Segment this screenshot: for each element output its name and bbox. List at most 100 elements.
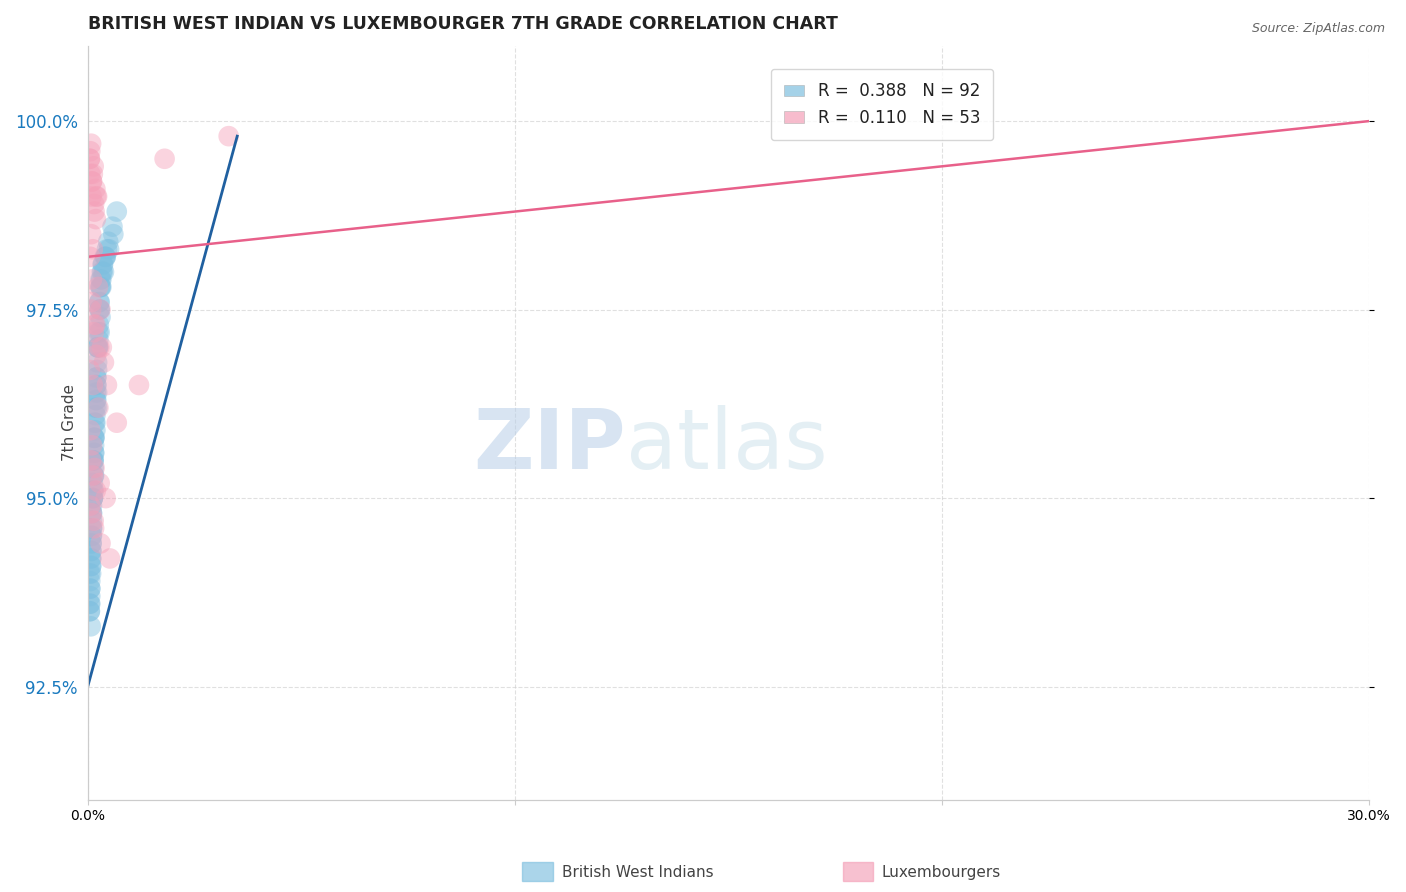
Point [128,378,150,392]
Point [105,416,128,430]
Point [83,468,105,483]
Point [89,476,111,491]
Point [84,378,107,392]
Point [82,468,104,483]
Point [80,453,103,467]
Text: Luxembourgers: Luxembourgers [882,865,1001,880]
Point [80,566,103,581]
Point [83,446,105,460]
Point [79,597,101,611]
Point [84,401,107,415]
Point [93,355,115,369]
Point [80,529,103,543]
Point [80,506,103,520]
Point [80,551,103,566]
Point [79,423,101,437]
Point [93,265,115,279]
Point [83,204,105,219]
Point [91,257,114,271]
Point [79,604,101,618]
Point [80,619,103,633]
Point [86,340,108,354]
Point [94,250,117,264]
Point [89,302,111,317]
Point [91,265,114,279]
Point [83,468,105,483]
Point [80,272,103,286]
Point [79,597,101,611]
Point [79,152,101,166]
Point [89,295,111,310]
Y-axis label: 7th Grade: 7th Grade [62,384,76,461]
Point [90,265,112,279]
Point [84,385,107,400]
Point [94,491,117,505]
Point [103,227,125,242]
Point [87,401,110,415]
Point [90,272,112,286]
Point [94,250,117,264]
Point [79,145,101,159]
Point [90,272,112,286]
Point [87,318,110,332]
Point [84,318,107,332]
Point [83,446,105,460]
Point [79,566,101,581]
Point [80,521,103,535]
Point [82,378,104,392]
Point [84,212,107,227]
Point [84,423,107,437]
Text: ZIP: ZIP [474,405,626,486]
Point [83,318,105,332]
Point [83,453,105,467]
Point [84,483,107,498]
Point [80,227,103,242]
Point [80,529,103,543]
Point [80,189,103,203]
Point [83,431,105,445]
Point [86,189,108,203]
Point [79,250,101,264]
Point [86,401,108,415]
Point [80,536,103,550]
Point [79,363,101,377]
Point [105,204,128,219]
Point [90,280,112,294]
Point [84,408,107,422]
Point [79,589,101,603]
Point [84,393,107,408]
Text: BRITISH WEST INDIAN VS LUXEMBOURGER 7TH GRADE CORRELATION CHART: BRITISH WEST INDIAN VS LUXEMBOURGER 7TH … [87,15,838,33]
Point [84,370,107,384]
Point [83,438,105,452]
Point [80,174,103,188]
Point [84,416,107,430]
Point [82,491,104,505]
Point [80,544,103,558]
Point [86,355,108,369]
Point [101,219,124,234]
Point [84,182,107,196]
Point [80,499,103,513]
Point [80,521,103,535]
Point [97,235,120,249]
Point [83,453,105,467]
Point [83,483,105,498]
Point [80,174,103,188]
Point [79,582,101,596]
Point [79,582,101,596]
Point [83,431,105,445]
Point [82,242,104,256]
Point [80,438,103,452]
Point [89,340,111,354]
Point [89,295,111,310]
Point [90,302,112,317]
Point [96,242,118,256]
Point [80,559,103,574]
Point [79,167,101,181]
Point [80,536,103,550]
Point [82,476,104,491]
Point [79,152,101,166]
Point [90,340,112,354]
Point [83,197,105,211]
Point [79,574,101,588]
